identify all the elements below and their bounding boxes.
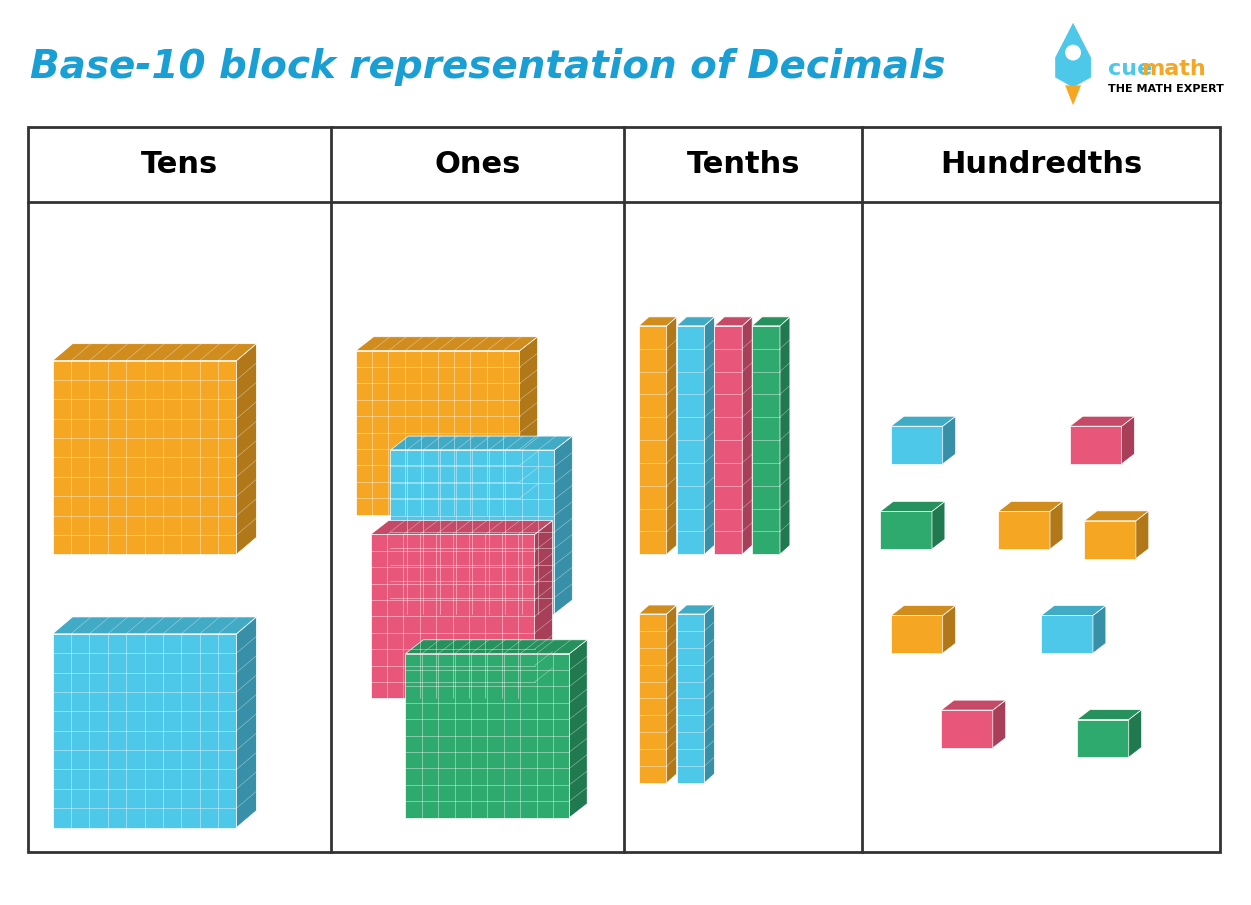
Polygon shape [534,520,553,699]
Polygon shape [677,605,714,614]
Polygon shape [891,605,956,615]
Polygon shape [667,317,677,555]
Polygon shape [1122,416,1135,464]
Polygon shape [1128,710,1142,757]
Polygon shape [1055,23,1091,88]
Polygon shape [1041,605,1106,615]
Polygon shape [704,605,714,783]
Polygon shape [891,416,956,426]
Polygon shape [779,317,789,555]
Polygon shape [1041,615,1093,653]
Polygon shape [53,360,236,555]
Polygon shape [704,317,714,555]
Polygon shape [1085,511,1148,520]
Text: Base-10 block representation of Decimals: Base-10 block representation of Decimals [30,49,946,87]
Polygon shape [569,640,587,817]
Polygon shape [1077,710,1142,719]
Polygon shape [639,605,677,614]
Polygon shape [639,614,667,783]
Polygon shape [891,426,943,464]
Polygon shape [943,605,956,653]
Polygon shape [355,350,519,515]
Polygon shape [881,501,945,511]
Circle shape [1065,44,1081,61]
Polygon shape [390,450,554,614]
Polygon shape [998,501,1063,511]
Polygon shape [667,605,677,783]
Polygon shape [932,501,945,549]
Polygon shape [355,337,538,350]
Polygon shape [943,416,956,464]
Polygon shape [998,511,1050,549]
Polygon shape [236,344,256,555]
Polygon shape [714,317,752,326]
Polygon shape [742,317,752,555]
Polygon shape [677,614,704,783]
Polygon shape [554,436,572,614]
Polygon shape [236,617,256,827]
Polygon shape [1050,501,1063,549]
Polygon shape [1136,511,1148,558]
Polygon shape [677,317,714,326]
Text: Hundredths: Hundredths [941,150,1142,179]
Polygon shape [993,700,1006,748]
Polygon shape [941,700,1006,710]
Polygon shape [1093,605,1106,653]
Polygon shape [639,326,667,555]
Text: Ones: Ones [434,150,520,179]
Polygon shape [405,640,587,653]
Polygon shape [53,634,236,827]
Polygon shape [53,617,256,634]
Polygon shape [891,615,943,653]
Polygon shape [1065,85,1081,105]
Polygon shape [639,317,677,326]
FancyBboxPatch shape [28,127,1220,853]
Polygon shape [941,710,993,748]
Polygon shape [677,326,704,555]
Polygon shape [752,317,789,326]
Polygon shape [1070,426,1122,464]
Text: THE MATH EXPERT: THE MATH EXPERT [1108,84,1223,94]
Text: math: math [1141,60,1206,80]
Polygon shape [1070,416,1135,426]
Text: cue: cue [1108,60,1152,80]
Polygon shape [714,326,742,555]
Polygon shape [752,326,779,555]
Polygon shape [1077,719,1128,757]
Text: Tenths: Tenths [687,150,799,179]
Text: Tens: Tens [140,150,218,179]
Polygon shape [53,344,256,360]
Polygon shape [519,337,538,515]
Polygon shape [370,520,553,535]
Polygon shape [370,535,534,699]
Polygon shape [1085,520,1136,558]
Polygon shape [390,436,572,450]
Polygon shape [881,511,932,549]
Polygon shape [405,653,569,817]
